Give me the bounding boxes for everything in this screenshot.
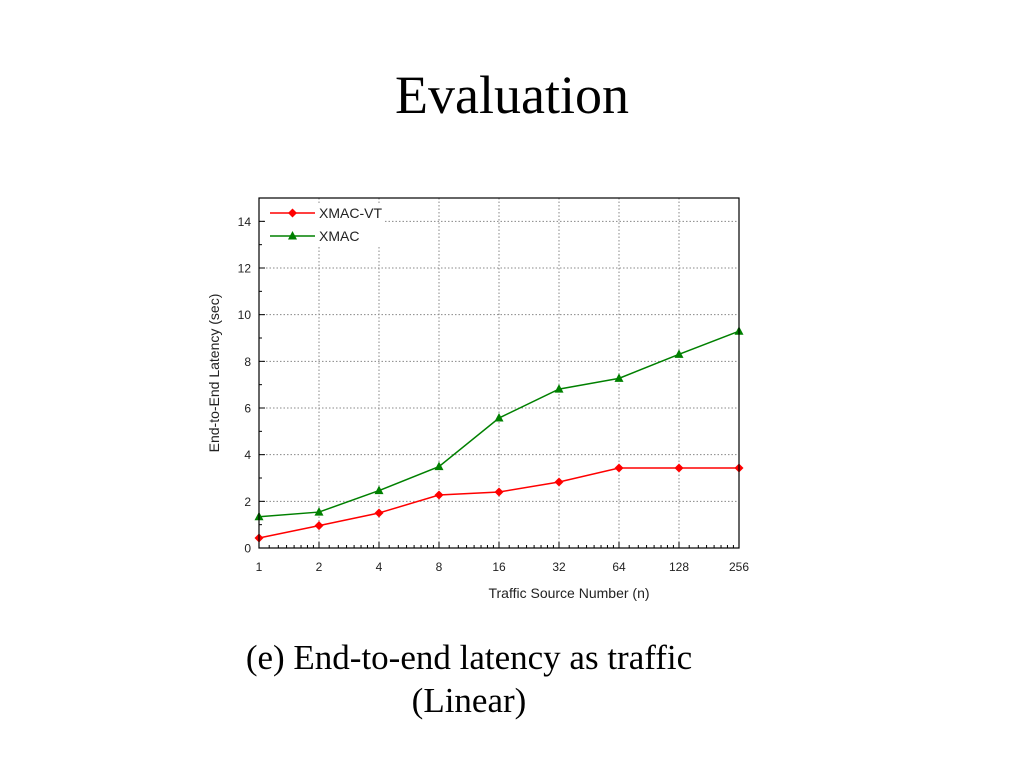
y-tick-label: 2 bbox=[244, 495, 251, 509]
data-point-xmac bbox=[614, 373, 624, 382]
y-tick-label: 0 bbox=[244, 542, 251, 556]
y-tick-label: 8 bbox=[244, 355, 251, 369]
y-tick-label: 4 bbox=[244, 448, 251, 462]
data-point-xmac-vt bbox=[494, 487, 504, 497]
data-point-xmac-vt bbox=[614, 463, 624, 473]
legend-marker-xmac bbox=[288, 231, 297, 240]
legend-marker-xmac-vt bbox=[288, 208, 297, 218]
y-tick-label: 6 bbox=[244, 402, 251, 416]
x-tick-label: 64 bbox=[612, 560, 626, 574]
data-point-xmac-vt bbox=[554, 477, 564, 487]
y-tick-label: 10 bbox=[238, 308, 252, 322]
y-tick-label: 14 bbox=[238, 215, 252, 229]
data-point-xmac bbox=[554, 384, 564, 393]
x-tick-label: 2 bbox=[316, 560, 323, 574]
y-axis-label: End-to-End Latency (sec) bbox=[206, 294, 222, 453]
caption-line-1: (e) End-to-end latency as traffic bbox=[245, 638, 693, 677]
data-point-xmac bbox=[314, 507, 324, 516]
data-point-xmac-vt bbox=[674, 463, 684, 473]
data-point-xmac-vt bbox=[374, 508, 384, 518]
y-tick-label: 12 bbox=[238, 262, 252, 276]
legend-background bbox=[266, 203, 384, 247]
legend-label-xmac: XMAC bbox=[319, 228, 359, 244]
grid bbox=[259, 198, 739, 548]
data-point-xmac-vt bbox=[314, 521, 324, 531]
slide-title: Evaluation bbox=[395, 65, 629, 125]
x-tick-label: 128 bbox=[669, 560, 689, 574]
x-tick-label: 256 bbox=[729, 560, 749, 574]
x-tick-label: 1 bbox=[256, 560, 263, 574]
data-point-xmac bbox=[674, 349, 684, 358]
caption-line-2: (Linear) bbox=[411, 681, 527, 720]
data-point-xmac bbox=[374, 485, 384, 495]
x-tick-label: 4 bbox=[376, 560, 383, 574]
legend-label-xmac-vt: XMAC-VT bbox=[319, 205, 382, 221]
data-point-xmac-vt bbox=[434, 490, 444, 500]
x-tick-label: 8 bbox=[436, 560, 443, 574]
x-axis-label: Traffic Source Number (n) bbox=[488, 585, 649, 601]
legend: XMAC-VT XMAC bbox=[266, 203, 384, 247]
data-point-xmac bbox=[494, 413, 504, 422]
x-tick-label: 32 bbox=[552, 560, 566, 574]
data-point-xmac bbox=[434, 461, 444, 471]
x-tick-label: 16 bbox=[492, 560, 506, 574]
